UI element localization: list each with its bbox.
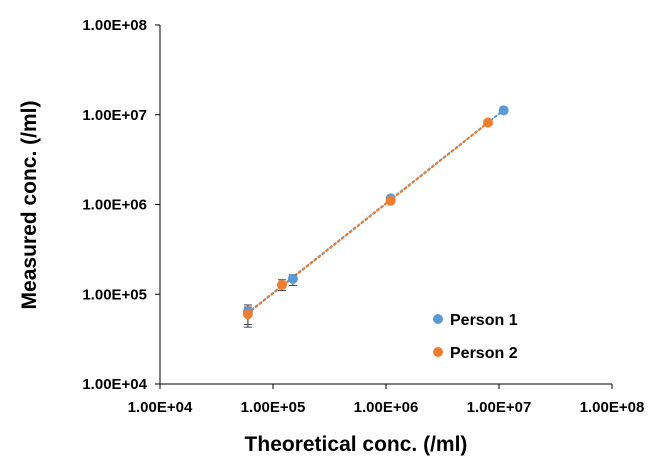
x-axis-ticks: 1.00E+04 1.00E+05 1.00E+06 1.00E+07 1.00E+08 [128, 384, 645, 416]
y-tick-label: 1.00E+08 [82, 17, 147, 34]
data-point-person-2 [483, 117, 494, 128]
legend-label-person-1: Person 1 [450, 312, 518, 329]
data-point-person-1 [498, 105, 509, 116]
trendline-person-2 [246, 121, 490, 315]
x-axis-title: Theoretical conc. (/ml) [245, 433, 468, 456]
y-tick-label: 1.00E+05 [82, 286, 147, 303]
x-tick-label: 1.00E+05 [241, 399, 306, 416]
x-tick-label: 1.00E+06 [354, 399, 419, 416]
legend-label-person-2: Person 2 [450, 345, 518, 362]
legend: Person 1 Person 2 [433, 312, 518, 362]
x-tick-label: 1.00E+07 [467, 399, 532, 416]
y-axis-ticks: 1.00E+04 1.00E+05 1.00E+06 1.00E+07 1.00E+08 [82, 17, 160, 393]
data-point-person-2 [242, 309, 253, 320]
y-tick-label: 1.00E+07 [82, 107, 147, 124]
legend-marker-person-1 [433, 314, 443, 324]
y-axis-title: Measured conc. (/ml) [18, 101, 41, 310]
data-point-person-2 [385, 195, 396, 206]
x-tick-label: 1.00E+08 [580, 399, 645, 416]
legend-marker-person-2 [433, 347, 443, 357]
data-point-person-1 [287, 273, 298, 284]
data-point-person-2 [276, 279, 287, 290]
y-tick-label: 1.00E+04 [82, 376, 147, 393]
x-tick-label: 1.00E+04 [128, 399, 193, 416]
data-points [242, 105, 509, 320]
y-tick-label: 1.00E+06 [82, 197, 147, 214]
error-bars [243, 274, 297, 328]
